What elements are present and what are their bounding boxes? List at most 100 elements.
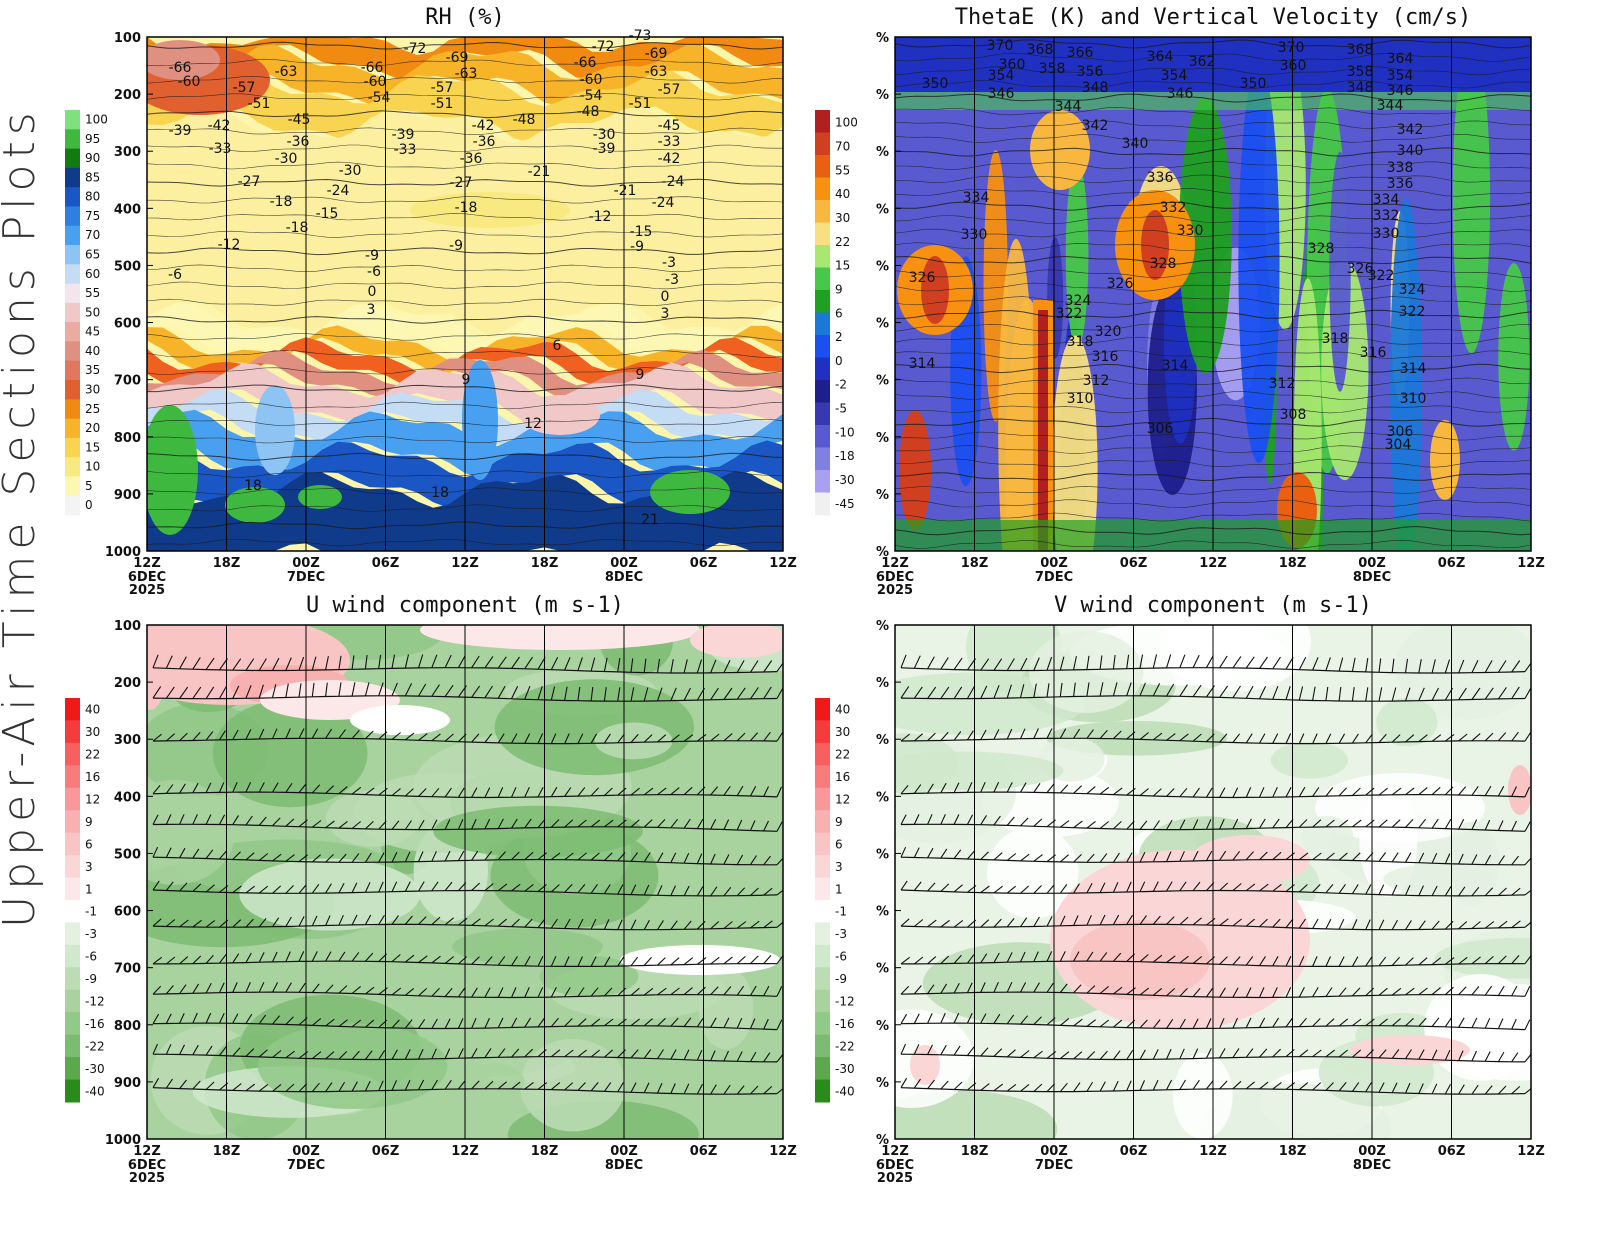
colorbar-swatch <box>815 810 830 834</box>
wind-barb <box>1219 918 1229 926</box>
wind-barb <box>418 683 427 697</box>
wind-barb <box>179 984 187 994</box>
wind-barb <box>497 818 504 829</box>
x-date-label: 2025 <box>129 1171 165 1186</box>
wind-barb <box>1112 914 1120 925</box>
colorbar-swatch <box>815 967 830 991</box>
wind-barb <box>1033 854 1043 862</box>
colorbar-label: -40 <box>85 1084 105 1098</box>
wind-barb <box>1325 884 1334 894</box>
wind-barb <box>643 1082 650 1093</box>
x-tick-label: 06Z <box>690 556 718 571</box>
colorbar-swatch <box>65 698 80 721</box>
wind-barb <box>192 657 201 670</box>
wind-barb <box>736 1085 745 1095</box>
colorbar-swatch <box>65 437 80 458</box>
wind-barb <box>391 820 400 830</box>
contour-label: 3 <box>367 302 376 318</box>
wind-barb <box>165 686 175 699</box>
wind-barb <box>900 785 909 795</box>
contour-label: -9 <box>449 238 463 254</box>
wind-barb <box>325 984 334 994</box>
colorbar-swatch <box>65 944 80 968</box>
wind-barb <box>1484 921 1495 929</box>
wind-barb <box>1312 819 1322 828</box>
y-tick-label: % <box>876 962 889 977</box>
wind-barb <box>683 885 690 896</box>
colorbar-swatch <box>815 900 830 923</box>
wind-barb <box>1139 1049 1146 1060</box>
contour-label: -69 <box>645 46 668 62</box>
wind-barb <box>1272 818 1280 829</box>
wind-barb <box>258 952 265 963</box>
contour-label: 354 <box>1387 68 1414 84</box>
wind-barb <box>1073 1082 1081 1092</box>
wind-barb <box>1272 1048 1281 1058</box>
wind-barb <box>351 1019 362 1028</box>
wind-barb <box>179 882 188 892</box>
wind-barb <box>1272 1081 1282 1090</box>
contour-label: 330 <box>1373 226 1400 242</box>
wind-barb <box>763 1085 773 1095</box>
y-tick-label: % <box>876 905 889 920</box>
vv-blob <box>1038 310 1048 550</box>
contour-label: 328 <box>1308 241 1335 257</box>
wind-barb <box>696 659 703 674</box>
wind-barb <box>165 847 172 858</box>
wind-barb <box>1192 917 1202 926</box>
wind-barb <box>1338 819 1349 828</box>
wind-barb <box>1431 1083 1438 1095</box>
wind-barb <box>1046 884 1055 894</box>
contour-label: 370 <box>1278 40 1305 56</box>
wind-barb <box>736 955 746 965</box>
wind-barb <box>1113 986 1123 995</box>
wind-barb <box>1232 787 1239 798</box>
wind-barb <box>1511 731 1519 742</box>
wind-barb <box>1272 987 1278 998</box>
wind-barb <box>1099 729 1108 739</box>
contour-label: 346 <box>1387 83 1414 99</box>
contour-label: -12 <box>589 209 612 225</box>
wind-barb <box>1365 1018 1375 1027</box>
contour-label: -36 <box>460 151 483 167</box>
wind-barb <box>1418 987 1428 996</box>
wind-barb <box>670 957 680 966</box>
wind-barb <box>484 918 494 927</box>
wind-barb <box>617 919 623 930</box>
x-date-label: 8DEC <box>605 1158 643 1173</box>
wind-barb <box>205 782 212 793</box>
wind-barb <box>1099 952 1108 962</box>
wind-barb <box>1405 987 1415 996</box>
wind-barb <box>1086 951 1094 962</box>
colorbar-swatch <box>815 177 830 201</box>
vv-blob <box>1178 97 1232 374</box>
panel-border <box>146 36 784 552</box>
wind-barb <box>1405 1049 1412 1060</box>
wind-barb <box>1046 916 1053 927</box>
wind-barb <box>537 686 543 700</box>
wind-barb <box>710 956 720 965</box>
wind-barb <box>940 848 948 859</box>
wind-barb <box>298 951 305 962</box>
wind-barb <box>271 684 277 698</box>
wind-blob <box>1172 1052 1233 1139</box>
wind-barb <box>1019 728 1026 739</box>
wind-barb <box>1179 1079 1186 1090</box>
colorbar-label: -30 <box>835 1062 855 1076</box>
wind-barb <box>511 1048 520 1058</box>
wind-barb <box>364 1080 371 1092</box>
wind-barb <box>152 733 162 742</box>
wind-barb <box>1046 728 1053 739</box>
wind-barb <box>604 1018 614 1027</box>
wind-barb <box>1152 1019 1161 1029</box>
y-tick-label: % <box>876 202 889 217</box>
wind-barb <box>1418 1049 1425 1060</box>
colorbar-label: -6 <box>85 950 97 964</box>
wind-barb <box>152 880 160 891</box>
wind-barb <box>1352 852 1361 861</box>
wind-barb <box>497 1017 504 1029</box>
wind-barb <box>749 820 756 831</box>
x-tick-label: 06Z <box>1438 1144 1466 1159</box>
wind-barb <box>1086 1051 1096 1060</box>
wind-barb <box>953 849 962 859</box>
